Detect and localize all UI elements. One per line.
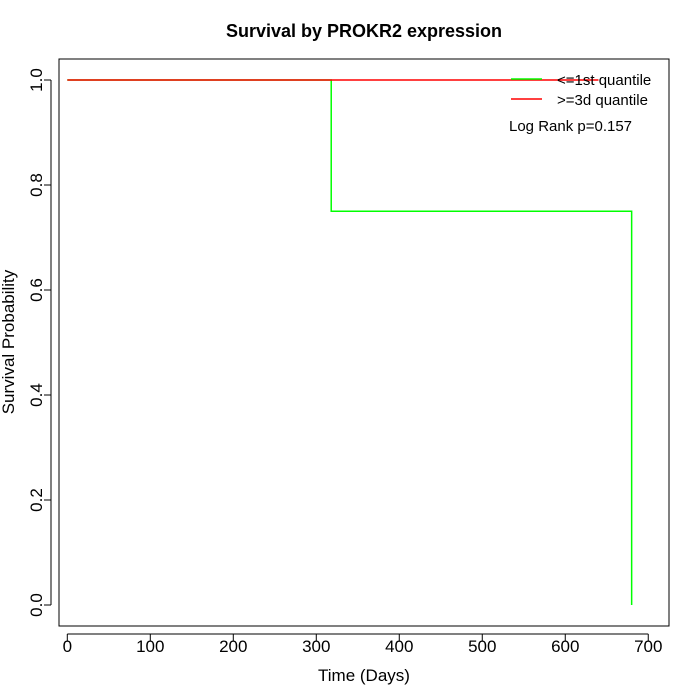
y-axis: 0.0 0.2 0.4 0.6 0.8 1.0 (27, 68, 52, 617)
y-tick-label: 0.4 (27, 383, 46, 407)
x-tick-label: 500 (468, 637, 496, 656)
survival-curve-series-0 (67, 79, 633, 605)
x-tick-label: 300 (302, 637, 330, 656)
x-tick-label: 0 (63, 637, 72, 656)
logrank-annotation: Log Rank p=0.157 (509, 118, 632, 135)
legend-label-series-1: >=3d quantile (557, 92, 648, 109)
y-axis-title: Survival Probability (0, 269, 18, 414)
y-tick-label: 0.8 (27, 173, 46, 197)
legend-label-series-0: <=1st quantile (557, 72, 651, 89)
x-tick-label: 200 (219, 637, 247, 656)
x-axis-title: Time (Days) (318, 666, 410, 685)
y-tick-label: 1.0 (27, 68, 46, 92)
y-tick-label: 0.6 (27, 278, 46, 302)
plot-frame (58, 58, 670, 627)
x-tick-label: 700 (634, 637, 662, 656)
x-axis: 0 100 200 300 400 500 600 700 (63, 633, 662, 656)
x-tick-label: 600 (551, 637, 579, 656)
chart-title: Survival by PROKR2 expression (226, 21, 502, 41)
legend: <=1st quantile >=3d quantile (511, 72, 651, 109)
x-tick-label: 100 (136, 637, 164, 656)
series-layer (67, 79, 633, 605)
x-tick-label: 400 (385, 637, 413, 656)
y-tick-label: 0.0 (27, 593, 46, 617)
y-tick-label: 0.2 (27, 488, 46, 512)
